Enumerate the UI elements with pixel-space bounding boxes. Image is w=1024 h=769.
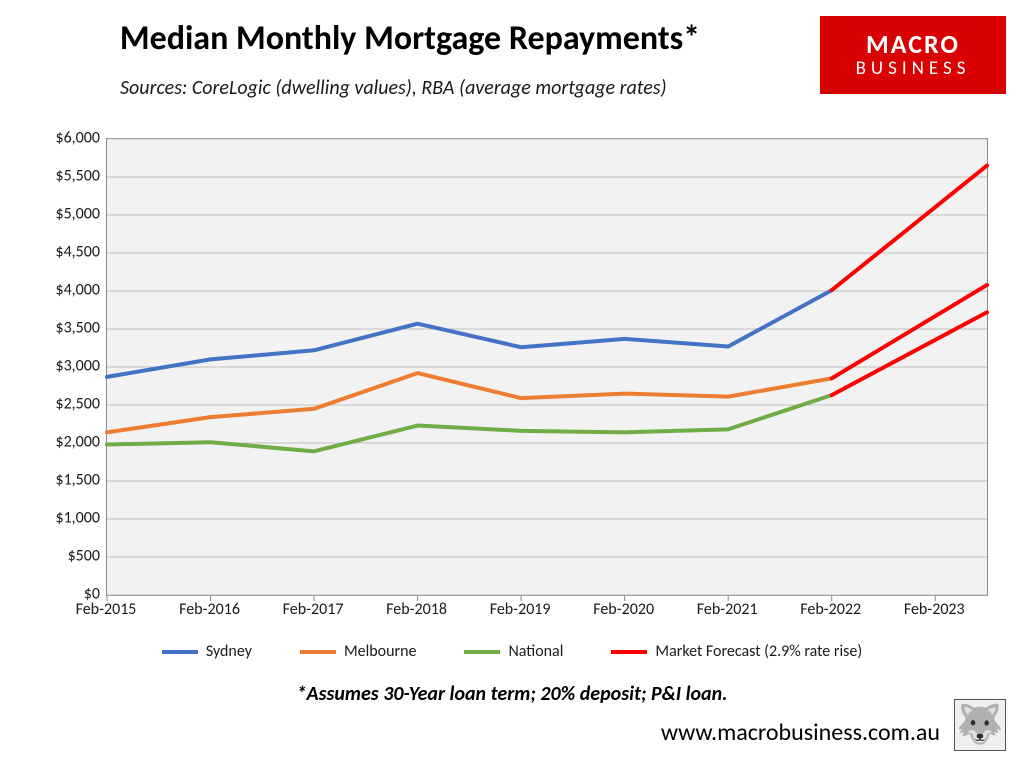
brand-line2: BUSINESS (856, 59, 971, 79)
legend-label: Melbourne (344, 642, 417, 661)
x-tick-label: Feb-2020 (593, 600, 654, 619)
y-tick-label: $2,000 (55, 433, 100, 452)
x-tick-label: Feb-2017 (283, 600, 344, 619)
legend-swatch (162, 650, 198, 654)
chart-subtitle: Sources: CoreLogic (dwelling values), RB… (120, 76, 667, 100)
y-tick-label: $4,000 (55, 281, 100, 300)
plot-area (106, 138, 988, 596)
legend-swatch (611, 650, 647, 654)
legend-item-sydney: Sydney (162, 642, 252, 661)
x-tick-label: Feb-2015 (76, 600, 137, 619)
y-tick-label: $1,500 (55, 471, 100, 490)
y-tick-label: $3,500 (55, 319, 100, 338)
y-tick-label: $3,000 (55, 357, 100, 376)
legend-label: Market Forecast (2.9% rate rise) (655, 642, 862, 661)
legend-label: National (508, 642, 563, 661)
chart-title: Median Monthly Mortgage Repayments* (0, 18, 820, 59)
legend-swatch (464, 650, 500, 654)
x-tick-label: Feb-2023 (904, 600, 965, 619)
legend-label: Sydney (206, 642, 252, 661)
footnote: *Assumes 30-Year loan term; 20% deposit;… (0, 682, 1024, 706)
y-tick-label: $500 (68, 547, 100, 566)
legend-item-forecast: Market Forecast (2.9% rate rise) (611, 642, 862, 661)
x-tick-label: Feb-2018 (386, 600, 447, 619)
legend-item-melbourne: Melbourne (300, 642, 417, 661)
x-tick-label: Feb-2016 (179, 600, 240, 619)
chart-page: Median Monthly Mortgage Repayments* Sour… (0, 0, 1024, 769)
chart-svg (107, 139, 987, 595)
y-tick-label: $5,000 (55, 205, 100, 224)
wolf-logo-icon: 🐺 (954, 699, 1006, 751)
y-axis-labels: $0$500$1,000$1,500$2,000$2,500$3,000$3,5… (30, 138, 100, 594)
legend: Sydney Melbourne National Market Forecast (… (0, 642, 1024, 661)
y-tick-label: $1,000 (55, 509, 100, 528)
x-tick-label: Feb-2022 (800, 600, 861, 619)
x-tick-label: Feb-2019 (490, 600, 551, 619)
legend-item-national: National (464, 642, 563, 661)
x-axis-labels: Feb-2015Feb-2016Feb-2017Feb-2018Feb-2019… (106, 600, 986, 624)
y-tick-label: $4,500 (55, 243, 100, 262)
brand-badge: MACRO BUSINESS (820, 16, 1006, 94)
x-tick-label: Feb-2021 (697, 600, 758, 619)
y-tick-label: $6,000 (55, 129, 100, 148)
y-tick-label: $5,500 (55, 167, 100, 186)
y-tick-label: $2,500 (55, 395, 100, 414)
legend-swatch (300, 650, 336, 654)
brand-line1: MACRO (866, 31, 960, 58)
site-url: www.macrobusiness.com.au (0, 718, 940, 747)
